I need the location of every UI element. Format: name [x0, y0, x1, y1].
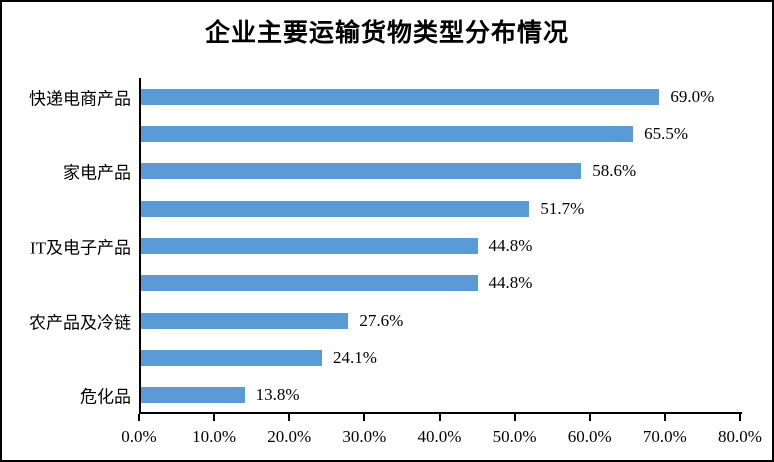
x-axis-tick-label: 70.0% [642, 427, 687, 446]
bar-value-label: 44.8% [488, 235, 533, 255]
bar [141, 275, 478, 292]
bar-row: 65.5% [141, 115, 742, 152]
bar [141, 237, 478, 254]
chart-title: 企业主要运输货物类型分布情况 [204, 20, 569, 47]
y-axis-label: 危化品 [80, 387, 131, 407]
x-axis-tick [663, 414, 666, 421]
bar [141, 312, 349, 329]
bar [141, 163, 582, 180]
bar [141, 200, 530, 217]
y-axis-label: 家电产品 [63, 163, 131, 183]
y-axis-label: 农产品及冷链 [29, 313, 131, 333]
y-axis-label: IT及电子产品 [29, 238, 131, 258]
x-axis-tick [288, 414, 291, 421]
plot-area: 69.0% 65.5% 58.6% 51.7% 44.8% 44.8% 27.6% 24.1%… [139, 78, 742, 414]
y-axis-labels: 快递电商产品家电产品 IT及电子产品 农产品及冷链危化品 [2, 78, 131, 414]
bar [141, 349, 323, 366]
x-axis-tick [138, 414, 140, 421]
x-axis-tick [513, 414, 516, 421]
bar-value-label: 24.1% [333, 347, 377, 367]
bar-row: 51.7% [141, 190, 742, 227]
bar-row: 44.8% [141, 227, 742, 264]
bar-value-label: 13.8% [255, 385, 300, 405]
x-axis: 0.0% 10.0% 20.0% 30.0% 40.0% 50.0% 60.0% 70.0% 8… [121, 412, 762, 458]
bar-value-label: 44.8% [488, 273, 533, 293]
bar-value-label: 27.6% [359, 310, 404, 330]
bar-value-label: 69.0% [670, 86, 715, 106]
y-axis-label: 快递电商产品 [29, 89, 131, 109]
bar-value-label: 51.7% [540, 198, 585, 218]
x-axis-tick-label: 80.0% [718, 427, 762, 446]
bar [141, 125, 634, 142]
bar [141, 387, 245, 404]
x-axis-tick-label: 10.0% [192, 427, 237, 446]
bar-row: 24.1% [141, 339, 742, 376]
bar-row: 27.6% [141, 302, 742, 339]
bar-row: 69.0% [141, 78, 742, 115]
x-axis-tick-label: 50.0% [492, 427, 537, 446]
bar-value-label: 65.5% [644, 123, 688, 143]
x-axis-tick-label: 20.0% [267, 427, 312, 446]
bar [141, 88, 660, 105]
x-axis-tick [438, 414, 441, 421]
x-axis-tick [588, 414, 591, 421]
x-axis-line [139, 412, 742, 414]
x-axis-tick [739, 414, 741, 421]
x-axis-tick [363, 414, 366, 421]
bar-row: 58.6% [141, 153, 742, 190]
x-axis-tick-label: 60.0% [567, 427, 612, 446]
x-axis-tick [213, 414, 216, 421]
bar-row: 44.8% [141, 265, 742, 302]
x-axis-tick-label: 30.0% [342, 427, 387, 446]
bar-value-label: 58.6% [592, 161, 637, 181]
x-axis-tick-label: 40.0% [417, 427, 462, 446]
x-axis-tick-label: 0.0% [121, 427, 157, 446]
bar-row: 13.8% [141, 377, 742, 414]
